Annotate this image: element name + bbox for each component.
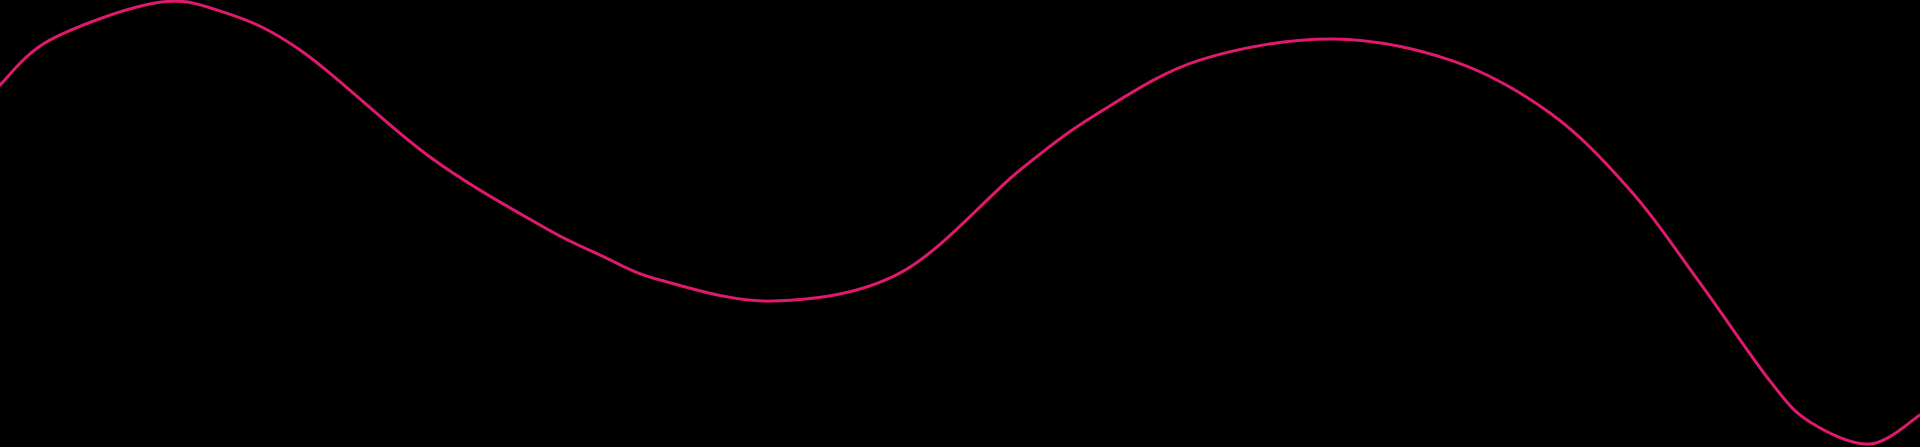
wave-chart [0, 0, 1920, 446]
wave-chart-svg [0, 0, 1920, 446]
curve-line [0, 0, 1920, 446]
